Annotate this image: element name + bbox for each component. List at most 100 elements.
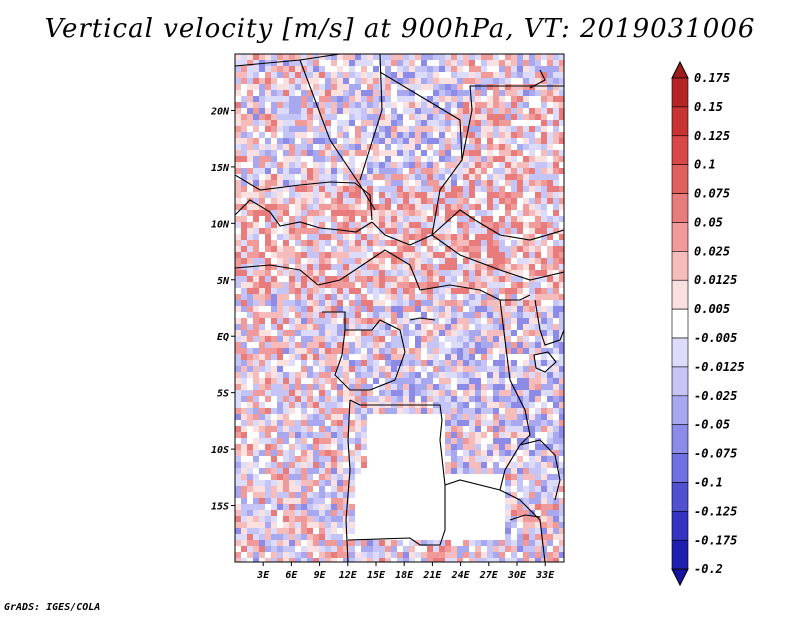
field-cell (289, 534, 295, 540)
field-cell (547, 306, 553, 312)
field-cell (367, 312, 373, 318)
field-cell (343, 330, 349, 336)
field-cell (325, 492, 331, 498)
field-cell (337, 126, 343, 132)
field-cell (475, 456, 481, 462)
field-cell (457, 336, 463, 342)
field-cell (529, 366, 535, 372)
field-cell (403, 60, 409, 66)
colorbar-label: 0.075 (694, 187, 730, 201)
field-cell (349, 378, 355, 384)
field-cell (415, 198, 421, 204)
field-cell (481, 408, 487, 414)
field-cell (421, 306, 427, 312)
field-cell (277, 96, 283, 102)
field-cell (343, 60, 349, 66)
field-cell (505, 258, 511, 264)
field-cell (373, 354, 379, 360)
field-cell (379, 390, 385, 396)
field-cell (505, 174, 511, 180)
field-cell (289, 546, 295, 552)
field-cell (265, 378, 271, 384)
field-cell (373, 396, 379, 402)
field-cell (319, 66, 325, 72)
field-cell (367, 396, 373, 402)
field-cell (511, 198, 517, 204)
field-cell (283, 282, 289, 288)
colorbar-segment (671, 106, 689, 137)
field-cell (469, 366, 475, 372)
field-cell (241, 486, 247, 492)
field-cell (541, 312, 547, 318)
field-cell (439, 240, 445, 246)
field-cell (505, 192, 511, 198)
field-cell (439, 342, 445, 348)
field-cell (361, 456, 367, 462)
field-cell (445, 552, 451, 558)
field-cell (277, 486, 283, 492)
field-cell (271, 456, 277, 462)
field-cell (301, 390, 307, 396)
field-cell (505, 204, 511, 210)
velocity-field (235, 54, 564, 562)
field-cell (241, 318, 247, 324)
field-cell (451, 120, 457, 126)
field-cell (313, 384, 319, 390)
field-cell (331, 60, 337, 66)
field-cell (535, 396, 541, 402)
field-cell (355, 240, 361, 246)
field-cell (505, 216, 511, 222)
field-cell (301, 132, 307, 138)
field-cell (391, 120, 397, 126)
field-cell (517, 240, 523, 246)
field-cell (235, 120, 241, 126)
field-cell (241, 510, 247, 516)
field-cell (373, 540, 379, 546)
field-cell (559, 186, 564, 192)
field-cell (523, 258, 529, 264)
field-cell (385, 174, 391, 180)
field-cell (241, 132, 247, 138)
field-cell (457, 348, 463, 354)
field-cell (457, 330, 463, 336)
field-cell (343, 240, 349, 246)
field-cell (253, 522, 259, 528)
field-cell (427, 390, 433, 396)
field-cell (535, 270, 541, 276)
field-cell (559, 234, 564, 240)
field-cell (289, 84, 295, 90)
field-cell (487, 336, 493, 342)
field-cell (505, 426, 511, 432)
field-cell (529, 90, 535, 96)
field-cell (541, 408, 547, 414)
field-cell (409, 144, 415, 150)
field-cell (403, 354, 409, 360)
field-cell (307, 258, 313, 264)
field-cell (553, 420, 559, 426)
field-cell (247, 294, 253, 300)
field-cell (289, 342, 295, 348)
field-cell (325, 96, 331, 102)
field-cell (523, 162, 529, 168)
field-cell (349, 318, 355, 324)
field-cell (247, 276, 253, 282)
field-cell (385, 204, 391, 210)
field-cell (421, 540, 427, 546)
field-cell (349, 102, 355, 108)
field-cell (469, 144, 475, 150)
field-cell (307, 384, 313, 390)
field-cell (559, 66, 564, 72)
field-cell (241, 516, 247, 522)
field-cell (439, 192, 445, 198)
field-cell (295, 150, 301, 156)
field-cell (349, 114, 355, 120)
field-cell (553, 186, 559, 192)
field-cell (271, 510, 277, 516)
field-cell (277, 138, 283, 144)
field-cell (277, 462, 283, 468)
field-cell (487, 558, 493, 562)
field-cell (349, 504, 355, 510)
field-cell (325, 228, 331, 234)
field-cell (433, 348, 439, 354)
field-cell (541, 444, 547, 450)
